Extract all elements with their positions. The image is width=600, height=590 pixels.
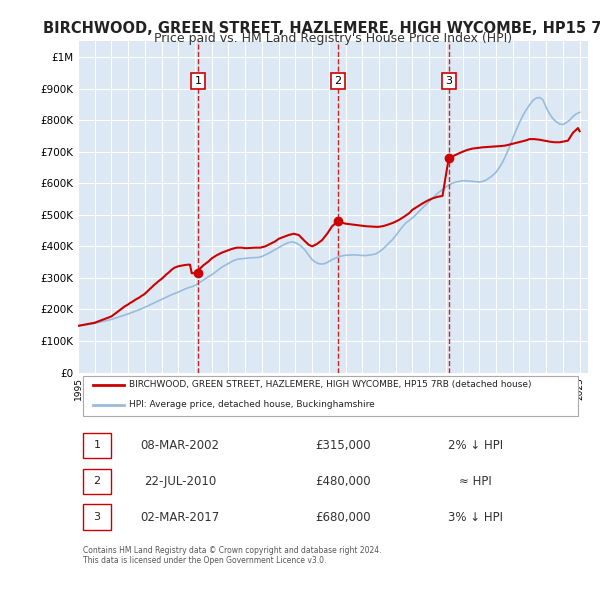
- FancyBboxPatch shape: [83, 376, 578, 416]
- Text: 02-MAR-2017: 02-MAR-2017: [140, 510, 220, 523]
- Text: HPI: Average price, detached house, Buckinghamshire: HPI: Average price, detached house, Buck…: [129, 400, 375, 409]
- Text: 22-JUL-2010: 22-JUL-2010: [144, 474, 216, 487]
- FancyBboxPatch shape: [83, 432, 111, 458]
- Text: 3% ↓ HPI: 3% ↓ HPI: [448, 510, 503, 523]
- Text: Contains HM Land Registry data © Crown copyright and database right 2024.
This d: Contains HM Land Registry data © Crown c…: [83, 546, 382, 565]
- Text: 1: 1: [195, 76, 202, 86]
- Text: BIRCHWOOD, GREEN STREET, HAZLEMERE, HIGH WYCOMBE, HP15 7RB (detached house): BIRCHWOOD, GREEN STREET, HAZLEMERE, HIGH…: [129, 381, 532, 389]
- Text: £480,000: £480,000: [316, 474, 371, 487]
- Text: 08-MAR-2002: 08-MAR-2002: [140, 439, 220, 452]
- FancyBboxPatch shape: [83, 504, 111, 530]
- Text: ≈ HPI: ≈ HPI: [460, 474, 492, 487]
- Text: £315,000: £315,000: [316, 439, 371, 452]
- Text: 2% ↓ HPI: 2% ↓ HPI: [448, 439, 503, 452]
- Text: BIRCHWOOD, GREEN STREET, HAZLEMERE, HIGH WYCOMBE, HP15 7RB: BIRCHWOOD, GREEN STREET, HAZLEMERE, HIGH…: [43, 21, 600, 35]
- Text: 3: 3: [94, 512, 100, 522]
- Text: 2: 2: [334, 76, 341, 86]
- FancyBboxPatch shape: [83, 468, 111, 494]
- Text: £680,000: £680,000: [316, 510, 371, 523]
- Text: 3: 3: [445, 76, 452, 86]
- Text: Price paid vs. HM Land Registry's House Price Index (HPI): Price paid vs. HM Land Registry's House …: [154, 32, 512, 45]
- Text: 1: 1: [94, 440, 100, 450]
- Text: 2: 2: [94, 476, 100, 486]
